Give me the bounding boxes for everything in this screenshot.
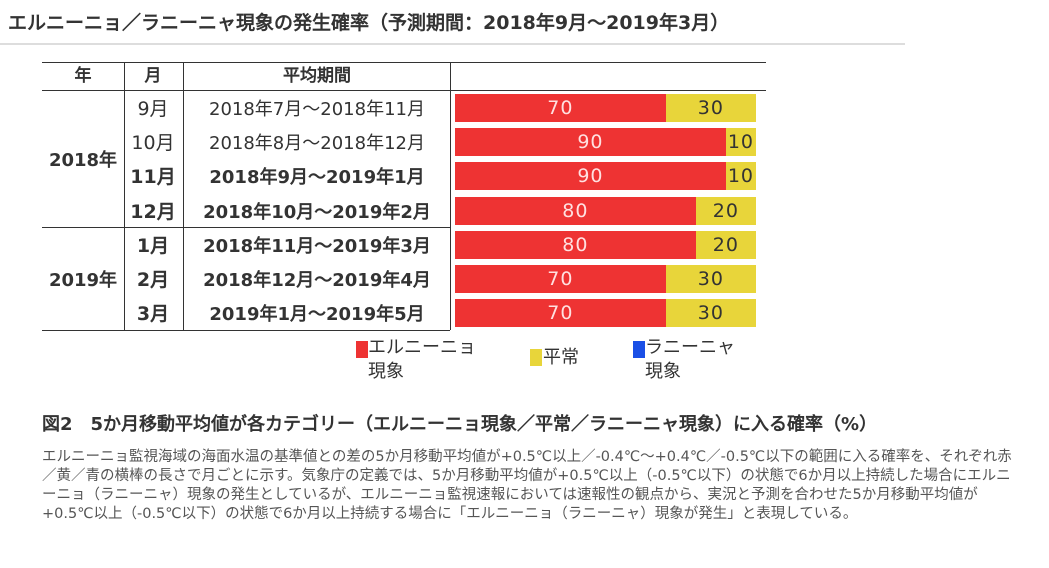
bar-value-label: 20 (712, 199, 739, 222)
period-label: 2018年9月〜2019年1月 (209, 167, 425, 189)
bar-segment-normal (725, 162, 756, 191)
year-month-separator (124, 62, 125, 330)
bar-segment-normal (665, 265, 756, 293)
period-label: 2018年11月〜2019年3月 (203, 235, 431, 257)
period-label: 2018年7月〜2018年11月 (209, 99, 425, 120)
month-label: 1月 (136, 234, 170, 257)
title-divider (0, 43, 905, 45)
bar-value-label: 90 (577, 131, 604, 154)
legend-swatch-el-nino (356, 341, 368, 358)
year-label-2018: 2018年 (48, 150, 118, 171)
header-period: 平均期間 (283, 66, 351, 86)
bar-value-label: 80 (562, 233, 589, 256)
legend-label-el-nino: エルニーニョ 現象 (368, 337, 476, 382)
table-top-border (42, 62, 766, 63)
bar-segment-normal (695, 230, 756, 259)
bar-segment-normal (725, 128, 756, 157)
bar-value-label: 30 (697, 268, 724, 290)
legend-label-la-nina: ラニーニャ 現象 (645, 337, 735, 382)
period-label: 2018年10月〜2019年2月 (203, 201, 431, 223)
legend-swatch-normal (530, 349, 542, 366)
bar-segment-el-nino (455, 299, 666, 328)
bar-segment-el-nino (455, 265, 666, 293)
year-label-2019: 2019年 (48, 270, 118, 291)
bar-value-label: 70 (547, 268, 574, 290)
bar-value-label: 10 (727, 165, 755, 188)
bar-value-label: 70 (547, 97, 574, 119)
figure-caption: 図2 5か月移動平均値が各カテゴリー（エルニーニョ現象／平常／ラニーニャ現象）に… (42, 414, 878, 435)
month-label: 10月 (131, 132, 175, 155)
legend-label-normal: 平常 (543, 347, 579, 368)
bar-segment-el-nino (455, 230, 696, 259)
period-label: 2019年1月〜2019年5月 (209, 304, 425, 326)
bar-segment-normal (665, 94, 756, 122)
bar-segment-normal (665, 299, 756, 328)
month-label: 12月 (130, 200, 176, 223)
month-label: 11月 (130, 166, 176, 189)
period-bar-separator (450, 62, 451, 330)
header-bottom-border (42, 90, 766, 91)
bar-segment-el-nino (455, 162, 726, 191)
bar-segment-normal (695, 196, 756, 225)
bar-value-label: 20 (712, 233, 739, 256)
bar-value-label: 30 (697, 97, 724, 119)
bar-segment-el-nino (455, 128, 726, 157)
period-label: 2018年12月〜2019年4月 (203, 270, 431, 291)
period-label: 2018年8月〜2018年12月 (209, 133, 425, 155)
bar-segment-el-nino (455, 196, 696, 225)
month-label: 2月 (136, 269, 170, 291)
table-bottom-border (42, 330, 450, 331)
month-label: 3月 (136, 303, 170, 326)
legend-swatch-la-nina (633, 341, 645, 358)
bar-value-label: 30 (697, 302, 724, 325)
figure-description: エルニーニョ監視海域の海面水温の基準値との差の5か月移動平均値が+0.5℃以上／… (42, 449, 1012, 522)
bar-value-label: 10 (727, 131, 755, 154)
month-period-separator (183, 62, 184, 330)
month-label: 9月 (137, 98, 169, 120)
bar-value-label: 80 (562, 199, 589, 222)
year-group-divider (42, 227, 450, 228)
bar-value-label: 90 (577, 165, 604, 188)
bar-segment-el-nino (455, 94, 666, 122)
header-month: 月 (144, 66, 162, 86)
bar-value-label: 70 (547, 302, 574, 325)
page-title: エルニーニョ／ラニーニャ現象の発生確率（予測期間：2018年9月〜2019年3月… (8, 12, 730, 34)
header-year: 年 (74, 66, 92, 86)
probability-chart: 年 月 平均期間 2018年 2019年 9月 2018年7月〜2018年11月 7… (42, 62, 766, 332)
